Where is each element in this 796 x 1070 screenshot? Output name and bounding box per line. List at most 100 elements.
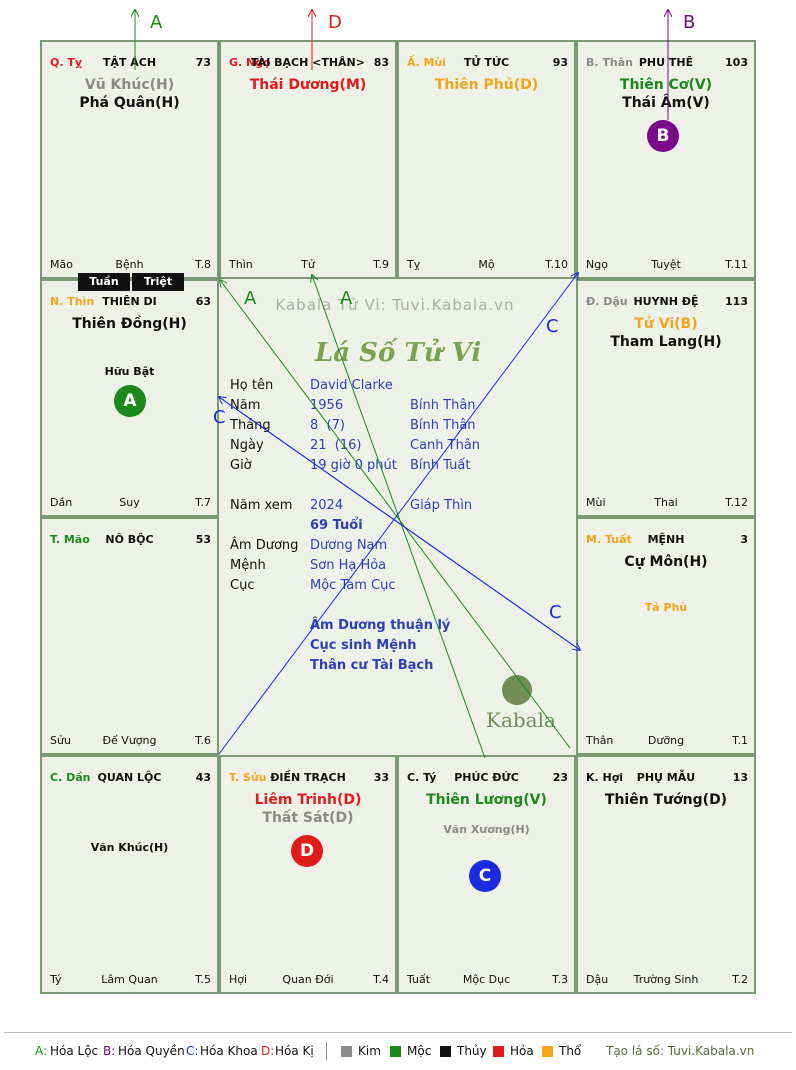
major-stars: Thái Dương(M) [221,76,395,94]
major-star: Thiên Cơ(V) [619,77,713,93]
palace-branch: Dần [50,496,73,509]
age-value: 69 Tuổi [310,518,363,533]
legend-b-key: B: [103,1044,116,1058]
palace-code: Đ. Dậu [586,295,628,308]
palace-number: 63 [195,295,211,308]
minor-star: Văn Xương(H) [443,823,530,836]
palace-name: PHU THÊ [638,56,694,69]
moc-swatch [390,1046,401,1057]
palace-name: THIÊN DI [102,295,157,308]
palace-stage: Tử [301,258,315,271]
palace-stage: Trường Sinh [633,973,699,986]
year-canchi: Bính Thân [410,398,476,413]
major-star: Thiên Lương(V) [426,792,547,808]
palace-code: M. Tuất [586,533,632,546]
month-label: Tháng [230,418,271,433]
legend-b-text: Hóa Quyền [118,1044,185,1058]
palace-cell: C. Dần QUAN LỘC 43 Văn Khúc(H) Tý Lâm Quan T.5 [40,755,219,994]
legend-d-text: Hóa Kị [275,1044,314,1058]
palace-name: PHÚC ĐỨC [454,771,519,784]
palace-code: Ấ. Mùi [407,56,447,69]
note-2: Cục sinh Mệnh [310,638,417,653]
palace-code: C. Tý [407,771,437,784]
cuc-value: Mộc Tam Cục [310,578,396,593]
palace-cell: T. Sửu ĐIỀN TRẠCH 33 Liêm Trinh(D) Thất Sát(… [219,755,397,994]
name-value: David Clarke [310,378,393,393]
palace-code: T. Sửu [229,771,267,784]
palace-number: 113 [725,295,748,308]
thuy-swatch [440,1046,451,1057]
note-1: Âm Dương thuận lý [310,618,451,633]
minor-star: Văn Khúc(H) [90,841,169,854]
palace-name: NÔ BỘC [105,533,154,546]
palace-month: T.4 [373,973,389,986]
palace-name: TÀI BẠCH <THÂN> [251,56,365,69]
major-star: Tử Vi(B) [634,316,698,332]
palace-stage: Tuyệt [651,258,681,271]
day-label: Ngày [230,438,264,453]
hoa-loc-circle: A [114,385,146,417]
kim-swatch [341,1046,352,1057]
palace-cell: Ấ. Mùi TỬ TỨC 93 Thiên Phủ(D) Tỵ Mộ T.10 [397,40,576,279]
palace-number: 43 [195,771,211,784]
month-canchi: Bính Thân [410,418,476,433]
year-label: Năm [230,398,261,413]
palace-stage: Dưỡng [647,734,685,747]
arrow-label-mid-a1: A [244,288,257,309]
major-star: Liêm Trinh(D) [254,792,362,808]
palace-code: B. Thân [586,56,633,69]
palace-month: T.5 [195,973,211,986]
palace-cell: G. Ngọ TÀI BẠCH <THÂN> 83 Thái Dương(M) Thìn… [219,40,397,279]
note-3: Thân cư Tài Bạch [310,658,434,673]
palace-branch: Ngọ [586,258,608,271]
palace-month: T.1 [732,734,748,747]
tho-swatch [542,1046,553,1057]
view-year-canchi: Giáp Thìn [410,498,473,513]
tuan-tag: Tuần [78,273,130,291]
major-stars: Thiên Lương(V) [399,791,574,809]
major-stars: Tử Vi(B) Tham Lang(H) [578,315,754,351]
palace-branch: Thìn [229,258,253,271]
view-year-label: Năm xem [230,498,293,513]
major-star: Phá Quân(H) [79,95,180,111]
year-value: 1956 [310,398,344,413]
major-star: Thiên Tướng(D) [604,792,728,808]
major-stars: Thiên Đồng(H) [42,315,217,333]
major-star: Thái Dương(M) [249,77,367,93]
palace-month: T.8 [195,258,211,271]
palace-cell: T. Mão NÔ BỘC 53 Sửu Đế Vượng T.6 [40,517,219,755]
palace-number: 83 [373,56,389,69]
palace-cell: M. Tuất MỆNH 3 Cự Môn(H) Tả Phù Thân Dưỡng T.1 [576,517,756,755]
cuc-label: Cục [230,578,255,593]
palace-month: T.12 [725,496,748,509]
menh-value: Sơn Hạ Hỏa [310,558,387,573]
palace-number: 73 [195,56,211,69]
palace-stage: Bệnh [115,258,144,271]
palace-month: T.6 [195,734,211,747]
legend-a-text: Hóa Lộc [50,1044,99,1058]
amduong-label: Âm Dương [230,538,299,553]
palace-number: 103 [725,56,748,69]
palace-code: Q. Tỵ [50,56,83,69]
palace-number: 23 [552,771,568,784]
palace-cell: C. Tý PHÚC ĐỨC 23 Thiên Lương(V) Văn Xương(H… [397,755,576,994]
palace-code: K. Hợi [586,771,624,784]
palace-name: MỆNH [647,533,685,546]
hoa-khoa-circle: C [469,860,501,892]
palace-name: QUAN LỘC [97,771,162,784]
month-value: 8 (7) [310,418,345,433]
arrow-label-mid-c1: C [546,316,559,337]
major-stars: Thiên Cơ(V) Thái Âm(V) [578,76,754,112]
palace-cell: N. Thìn THIÊN DI 63 Thiên Đồng(H) Hữu Bật Dần… [40,279,219,517]
palace-branch: Hợi [229,973,248,986]
palace-month: T.11 [725,258,748,271]
palace-cell: Đ. Dậu HUYNH ĐỆ 113 Tử Vi(B) Tham Lang(H) Mùi… [576,279,756,517]
legend-bar: A: Hóa Lộc B: Hóa Quyền C: Hóa Khoa D: H… [0,1030,796,1070]
major-stars: Cự Môn(H) [578,553,754,571]
palace-cell: Q. Tỵ TẬT ÁCH 73 Vũ Khúc(H) Phá Quân(H) Mão Bệ… [40,40,219,279]
hour-canchi: Bính Tuất [410,458,471,473]
palace-branch: Sửu [50,734,71,747]
palace-number: 13 [732,771,748,784]
legend-site: Tạo lá số: Tuvi.Kabala.vn [606,1044,755,1058]
palace-stage: Lâm Quan [101,973,158,986]
